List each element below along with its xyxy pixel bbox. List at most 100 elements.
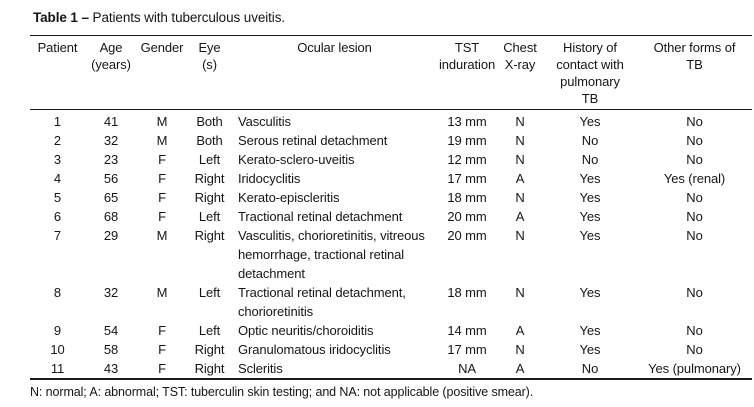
cell-gender: M <box>156 285 168 300</box>
column-header-eye: Eye (s) <box>198 40 221 72</box>
table-row: 8 32 M Left Tractional retinal detachmen… <box>30 283 752 321</box>
cell-ocular-lesion: Granulomatous iridocyclitis <box>238 342 391 357</box>
cell-patient: 10 <box>50 342 65 357</box>
cell-eye: Right <box>194 190 225 205</box>
cell-chest-xray: A <box>515 323 525 338</box>
cell-patient: 11 <box>50 361 65 376</box>
cell-other-tb: No <box>686 285 703 300</box>
cell-eye: Right <box>194 171 225 186</box>
cell-tst: 17 mm <box>447 342 487 357</box>
cell-gender: F <box>158 171 166 186</box>
cell-chest-xray: N <box>515 228 525 243</box>
cell-age: 65 <box>103 190 119 205</box>
cell-ocular-lesion: Kerato-sclero-uveitis <box>238 152 355 167</box>
cell-ocular-lesion: Vasculitis, chorioretinitis, vitreous he… <box>238 228 425 281</box>
cell-age: 68 <box>103 209 119 224</box>
cell-patient: 1 <box>53 114 62 129</box>
cell-tst: 20 mm <box>447 209 487 224</box>
cell-gender: M <box>156 133 168 148</box>
cell-chest-xray: A <box>515 209 525 224</box>
cell-age: 32 <box>103 285 119 300</box>
cell-patient: 8 <box>53 285 62 300</box>
cell-chest-xray: N <box>515 190 525 205</box>
table-caption: Table 1 – Patients with tuberculous uvei… <box>33 9 754 27</box>
cell-other-tb: No <box>686 228 703 243</box>
table-row: 5 65 F Right Kerato-episcleritis 18 mm N… <box>30 188 752 207</box>
cell-patient: 7 <box>53 228 62 243</box>
cell-other-tb: Yes (renal) <box>663 171 726 186</box>
cell-ocular-lesion: Iridocyclitis <box>238 171 301 186</box>
cell-other-tb: No <box>686 190 703 205</box>
cell-gender: F <box>158 190 166 205</box>
cell-ocular-lesion: Scleritis <box>238 361 283 376</box>
table-row: 9 54 F Left Optic neuritis/choroiditis 1… <box>30 321 752 340</box>
cell-gender: F <box>158 342 166 357</box>
table-row: 4 56 F Right Iridocyclitis 17 mm A Yes Y… <box>30 169 752 188</box>
cell-ocular-lesion: Tractional retinal detachment, chorioret… <box>238 285 406 319</box>
cell-patient: 3 <box>53 152 62 167</box>
cell-patient: 6 <box>53 209 62 224</box>
cell-tst: 13 mm <box>447 114 487 129</box>
cell-patient: 9 <box>53 323 62 338</box>
cell-tst: NA <box>458 361 476 376</box>
cell-chest-xray: A <box>515 361 525 376</box>
cell-age: 58 <box>103 342 119 357</box>
cell-other-tb: No <box>686 342 703 357</box>
table-row: 10 58 F Right Granulomatous iridocycliti… <box>30 340 752 359</box>
cell-other-tb: No <box>686 152 703 167</box>
cell-gender: F <box>158 323 166 338</box>
column-header-history-contact: History of contact with pulmonary TB <box>556 40 624 106</box>
table-caption-text: Patients with tuberculous uveitis. <box>92 10 286 25</box>
cell-history: Yes <box>579 342 601 357</box>
cell-history: Yes <box>579 209 601 224</box>
cell-tst: 19 mm <box>447 133 487 148</box>
table-row: 3 23 F Left Kerato-sclero-uveitis 12 mm … <box>30 150 752 169</box>
cell-age: 32 <box>103 133 119 148</box>
table-row: 1 41 M Both Vasculitis 13 mm N Yes No <box>30 110 752 132</box>
cell-chest-xray: N <box>515 114 525 129</box>
cell-age: 23 <box>103 152 119 167</box>
header-row: Patient Age (years) Gender Eye (s) Ocula… <box>30 36 752 110</box>
cell-eye: Right <box>194 361 225 376</box>
cell-tst: 18 mm <box>447 285 487 300</box>
cell-history: No <box>581 133 599 148</box>
cell-ocular-lesion: Optic neuritis/choroiditis <box>238 323 374 338</box>
cell-history: Yes <box>579 114 601 129</box>
cell-age: 41 <box>103 114 119 129</box>
table-row: 2 32 M Both Serous retinal detachment 19… <box>30 131 752 150</box>
table-caption-label: Table 1 – <box>33 10 89 25</box>
cell-other-tb: No <box>686 114 703 129</box>
cell-other-tb: Yes (pulmonary) <box>648 361 741 376</box>
cell-history: No <box>581 361 599 376</box>
cell-age: 54 <box>103 323 119 338</box>
cell-gender: M <box>156 114 168 129</box>
cell-eye: Left <box>198 285 221 300</box>
cell-patient: 4 <box>53 171 62 186</box>
cell-tst: 18 mm <box>447 190 487 205</box>
cell-patient: 5 <box>53 190 62 205</box>
table-row: 7 29 M Right Vasculitis, chorioretinitis… <box>30 226 752 283</box>
cell-ocular-lesion: Serous retinal detachment <box>238 133 388 148</box>
cell-gender: F <box>158 152 166 167</box>
cell-patient: 2 <box>53 133 62 148</box>
column-header-age: Age (years) <box>91 40 131 72</box>
cell-history: Yes <box>579 190 601 205</box>
column-header-other-tb: Other forms of TB <box>653 40 736 72</box>
cell-eye: Left <box>198 209 221 224</box>
cell-eye: Right <box>194 342 225 357</box>
cell-tst: 14 mm <box>447 323 487 338</box>
cell-chest-xray: A <box>515 171 525 186</box>
column-header-gender: Gender <box>140 40 184 55</box>
column-header-tst-induration: TST induration <box>439 40 496 72</box>
table-footnote: N: normal; A: abnormal; TST: tuberculin … <box>30 385 534 399</box>
table-row: 6 68 F Left Tractional retinal detachmen… <box>30 207 752 226</box>
column-header-ocular-lesion: Ocular lesion <box>297 40 372 55</box>
cell-other-tb: No <box>686 209 703 224</box>
cell-age: 29 <box>103 228 119 243</box>
cell-eye: Both <box>196 133 223 148</box>
cell-eye: Left <box>198 152 221 167</box>
column-header-chest-xray: Chest X-ray <box>503 40 537 72</box>
column-header-patient: Patient <box>37 40 78 55</box>
cell-history: No <box>581 152 599 167</box>
